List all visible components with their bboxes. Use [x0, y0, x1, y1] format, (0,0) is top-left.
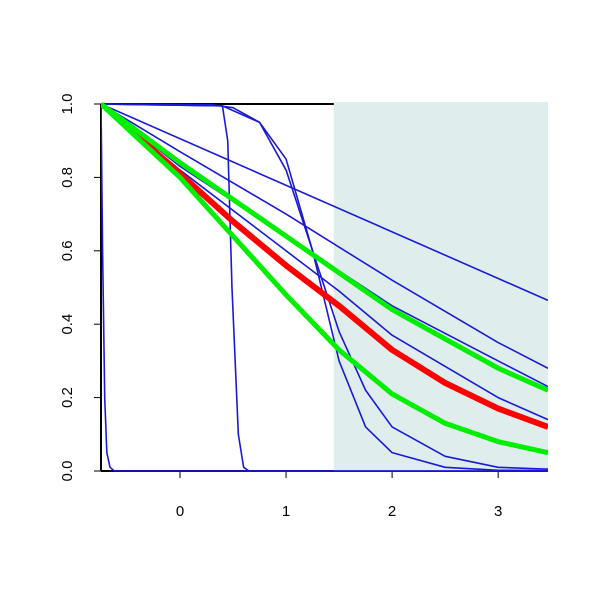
x-tick-label: 2	[388, 503, 396, 520]
x-tick-label: 0	[176, 503, 184, 520]
curve	[101, 103, 548, 302]
curve	[128, 127, 548, 430]
curve	[101, 102, 548, 456]
y-tick-label: 0.4	[59, 314, 76, 335]
shaded-region	[333, 102, 548, 471]
y-tick-label: 0.2	[59, 387, 76, 408]
curve	[101, 103, 548, 470]
x-tick-label: 1	[282, 503, 290, 520]
y-tick-label: 0.8	[59, 167, 76, 188]
curve	[101, 103, 548, 472]
curve	[101, 103, 548, 472]
y-tick-label: 1.0	[59, 94, 76, 115]
y-tick-label: 0.0	[59, 461, 76, 482]
y-tick-label: 0.6	[59, 240, 76, 261]
curve	[101, 103, 548, 369]
curve	[101, 103, 548, 472]
curve	[101, 101, 548, 393]
x-tick-label: 3	[494, 503, 502, 520]
